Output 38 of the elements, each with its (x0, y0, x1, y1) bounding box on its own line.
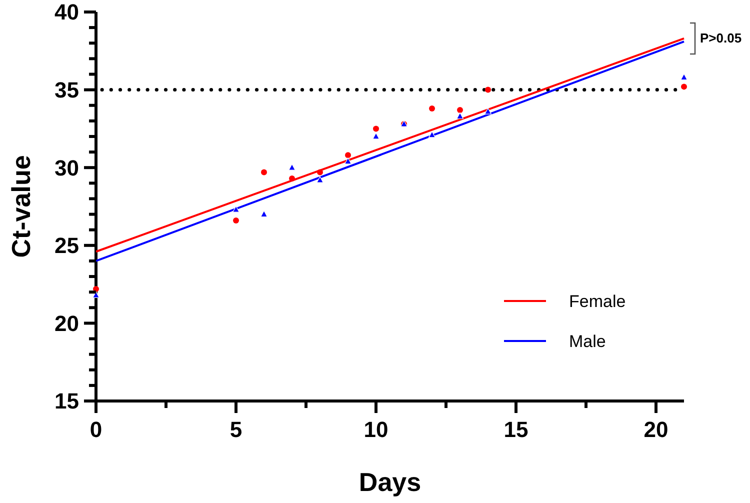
y-tick-label: 25 (54, 233, 79, 258)
point (457, 107, 463, 114)
point (485, 86, 491, 93)
point (317, 169, 323, 176)
y-tick-label: 40 (54, 0, 79, 25)
point (260, 210, 268, 218)
point (428, 131, 436, 138)
point (233, 218, 239, 224)
point (232, 206, 240, 212)
point (680, 74, 688, 80)
point (92, 291, 100, 298)
point (456, 112, 464, 120)
y-tick-label: 35 (54, 78, 79, 102)
point (288, 164, 296, 170)
point (93, 286, 99, 292)
point (373, 126, 379, 132)
point (289, 175, 295, 182)
x-tick-label: 15 (504, 417, 528, 442)
text: P>0.05 (700, 30, 742, 46)
point (345, 152, 351, 158)
y-axis-title: Ct-value (6, 155, 36, 258)
y-tick-label: 30 (54, 155, 79, 180)
legend-label: Male (569, 332, 606, 351)
point (681, 84, 687, 90)
y-tick-label: 15 (54, 388, 79, 414)
point (261, 169, 267, 176)
y-tick-label: 20 (54, 310, 79, 336)
x-axis-title: Days (358, 467, 422, 497)
x-tick-label: 20 (644, 417, 668, 442)
x-tick-label: 0 (90, 417, 102, 442)
point (429, 105, 435, 112)
point (316, 176, 324, 183)
point (372, 132, 380, 140)
x-tick-label: 10 (364, 417, 388, 442)
legend-label: Female (569, 292, 626, 311)
point (484, 108, 492, 114)
point (344, 158, 352, 164)
x-tick-label: 5 (230, 417, 242, 442)
